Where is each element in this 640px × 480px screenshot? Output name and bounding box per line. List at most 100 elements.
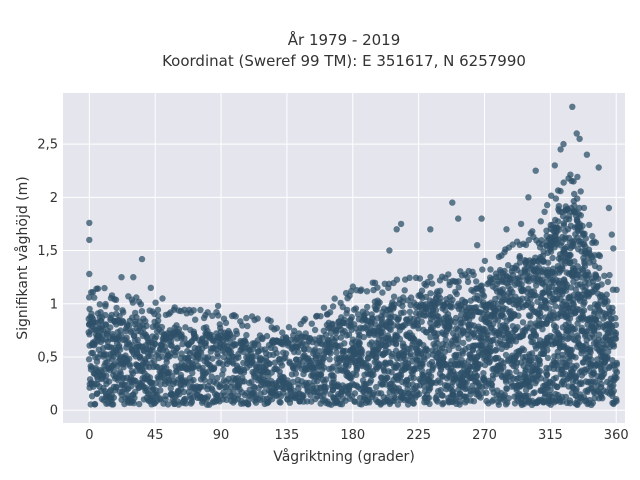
x-tick-label: 180 [340,428,365,443]
data-point [505,395,512,402]
data-point [487,266,494,273]
data-point [203,324,210,331]
data-point [291,327,298,334]
data-point [606,271,613,279]
data-point [232,313,239,320]
data-point [552,303,559,310]
data-point [427,226,434,233]
data-point [604,298,611,305]
data-point [422,305,430,313]
data-point [86,270,93,278]
data-point [317,313,324,320]
data-point [470,398,478,405]
data-point [416,275,424,282]
data-point [204,393,212,400]
data-point [113,383,120,390]
data-point [292,370,299,377]
data-point [326,356,333,363]
data-point [540,289,547,297]
data-point [580,204,588,212]
data-point [420,372,427,379]
data-point [342,347,349,355]
data-point [537,218,544,225]
data-point [102,321,109,328]
data-point [594,313,602,320]
data-point [112,296,120,303]
data-point [365,363,373,370]
y-axis-title: Signifikant våghöjd (m) [14,176,31,339]
data-point [134,336,141,344]
chart-subtitle: Koordinat (Sweref 99 TM): E 351617, N 62… [162,52,526,70]
data-point [366,379,373,386]
data-point [537,367,544,375]
data-point [609,308,616,316]
data-point [559,335,566,343]
data-point [455,284,462,291]
data-point [460,339,467,347]
data-point [243,331,250,339]
data-point [532,292,539,299]
data-point [500,359,507,367]
data-point [214,302,222,310]
data-point [613,286,620,293]
data-point [392,341,400,348]
data-point [604,348,612,355]
data-point [527,313,534,320]
data-point [406,274,413,281]
data-point [137,301,145,308]
data-point [117,327,124,334]
data-point [529,228,536,235]
y-tick-label: 1 [50,297,58,312]
data-point [425,394,433,402]
data-point [603,291,610,298]
data-point [379,289,386,296]
data-point [604,278,612,286]
data-point [595,331,603,338]
data-point [397,220,405,228]
data-point [437,387,444,394]
data-point [209,312,216,319]
data-point [327,344,334,351]
data-point [333,349,340,356]
data-point [123,334,130,341]
data-point [387,326,394,334]
data-point [167,338,175,345]
data-point [437,379,444,386]
data-point [544,259,552,266]
data-point [131,377,138,384]
data-point [493,346,500,353]
data-point [410,400,417,407]
data-point [181,335,188,342]
data-point [514,324,521,331]
data-point [214,353,222,360]
data-point [263,332,271,340]
data-point [395,316,402,323]
data-point [544,347,551,354]
data-point [610,343,618,350]
data-point [244,322,251,330]
data-point [525,236,532,244]
data-point [300,392,307,400]
data-point [152,299,159,306]
data-point [332,334,340,341]
data-point [470,271,477,279]
y-tick-label: 2,5 [37,138,58,153]
data-point [542,278,550,286]
data-point [162,392,169,400]
data-point [440,399,447,407]
data-point [401,287,408,294]
data-point [278,362,286,369]
data-point [158,323,166,331]
data-point [396,335,404,343]
data-point [442,336,449,343]
data-point [332,327,339,334]
data-point [199,364,206,372]
data-point [241,378,248,385]
data-point [341,340,348,347]
data-point [159,295,166,302]
data-point [394,401,402,408]
data-point [518,281,525,288]
data-point [91,294,98,301]
data-point [581,260,588,267]
data-point [524,363,531,371]
